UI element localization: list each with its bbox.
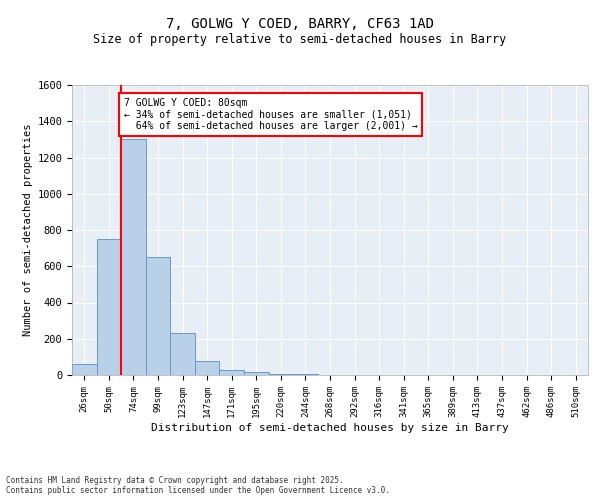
Y-axis label: Number of semi-detached properties: Number of semi-detached properties (23, 124, 33, 336)
Text: 7 GOLWG Y COED: 80sqm
← 34% of semi-detached houses are smaller (1,051)
  64% of: 7 GOLWG Y COED: 80sqm ← 34% of semi-deta… (124, 98, 418, 131)
Bar (72, 364, 97, 375)
Bar (97, 239, 121, 375)
Bar (195, 360, 220, 375)
X-axis label: Distribution of semi-detached houses by size in Barry: Distribution of semi-detached houses by … (151, 422, 509, 432)
Bar (269, 374, 293, 375)
Text: Contains HM Land Registry data © Crown copyright and database right 2025.
Contai: Contains HM Land Registry data © Crown c… (6, 476, 390, 495)
Bar (146, 257, 170, 375)
Bar (220, 370, 244, 375)
Bar (293, 374, 318, 375)
Bar (244, 372, 269, 375)
Bar (121, 140, 146, 375)
Bar (170, 334, 195, 375)
Text: Size of property relative to semi-detached houses in Barry: Size of property relative to semi-detach… (94, 32, 506, 46)
Text: 7, GOLWG Y COED, BARRY, CF63 1AD: 7, GOLWG Y COED, BARRY, CF63 1AD (166, 18, 434, 32)
